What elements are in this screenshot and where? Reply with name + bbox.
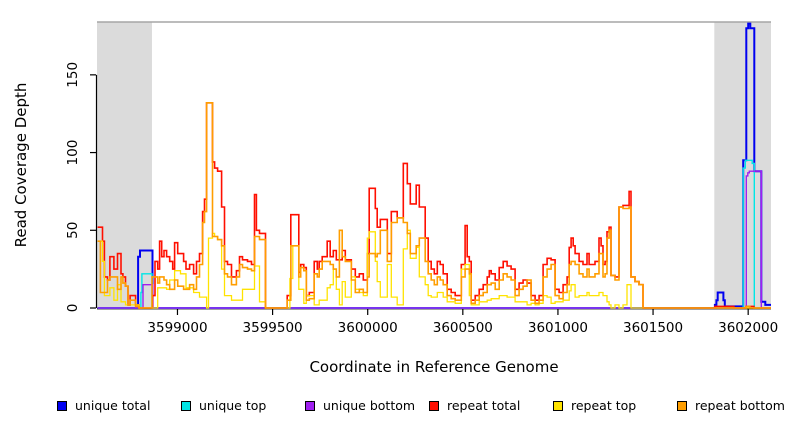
legend-label: repeat total — [447, 398, 521, 413]
series-repeat-top — [97, 229, 771, 309]
series-unique-bottom — [97, 170, 771, 309]
legend-item-repeat-top: repeat top — [553, 398, 636, 413]
x-tick-label: 3599500 — [243, 320, 303, 336]
y-tick-label: 50 — [65, 222, 81, 239]
series-repeat-bottom — [97, 102, 771, 309]
legend-swatch — [57, 400, 67, 411]
series-unique-top — [97, 159, 771, 309]
axes: 3599000 3599500 3600000 3600500 3601000 36015… — [65, 62, 778, 336]
shaded-band — [97, 22, 152, 308]
legend-label: repeat bottom — [695, 398, 785, 413]
legend-item-unique-top: unique top — [181, 398, 266, 413]
series-unique-total — [97, 22, 771, 309]
legend-label: unique bottom — [323, 398, 416, 413]
shaded-regions — [97, 21, 771, 308]
x-tick-label: 3599000 — [147, 320, 207, 336]
y-tick-label: 100 — [65, 140, 81, 166]
legend: unique total unique top unique bottom repea… — [0, 398, 792, 422]
legend-item-repeat-bottom: repeat bottom — [677, 398, 785, 413]
y-tick-label: 150 — [65, 62, 81, 88]
x-axis-title: Coordinate in Reference Genome — [309, 358, 558, 376]
legend-swatch — [553, 400, 563, 411]
legend-item-repeat-total: repeat total — [429, 398, 520, 413]
legend-swatch — [181, 400, 191, 411]
x-tick-label: 3601000 — [528, 320, 588, 336]
x-tick-label: 3600500 — [433, 320, 493, 336]
x-tick-label: 3601500 — [623, 320, 683, 336]
y-axis-title: Read Coverage Depth — [12, 83, 30, 248]
legend-item-unique-bottom: unique bottom — [305, 398, 415, 413]
x-tick-label: 3600000 — [338, 320, 398, 336]
legend-item-unique-total: unique total — [57, 398, 150, 413]
legend-swatch — [305, 400, 315, 411]
legend-swatch — [429, 400, 439, 411]
x-tick-label: 3602000 — [718, 320, 778, 336]
y-tick-label: 0 — [65, 304, 81, 313]
legend-label: unique top — [199, 398, 267, 413]
legend-swatch — [677, 400, 687, 411]
legend-label: unique total — [75, 398, 151, 413]
legend-label: repeat top — [571, 398, 637, 413]
series-lines — [97, 22, 771, 309]
